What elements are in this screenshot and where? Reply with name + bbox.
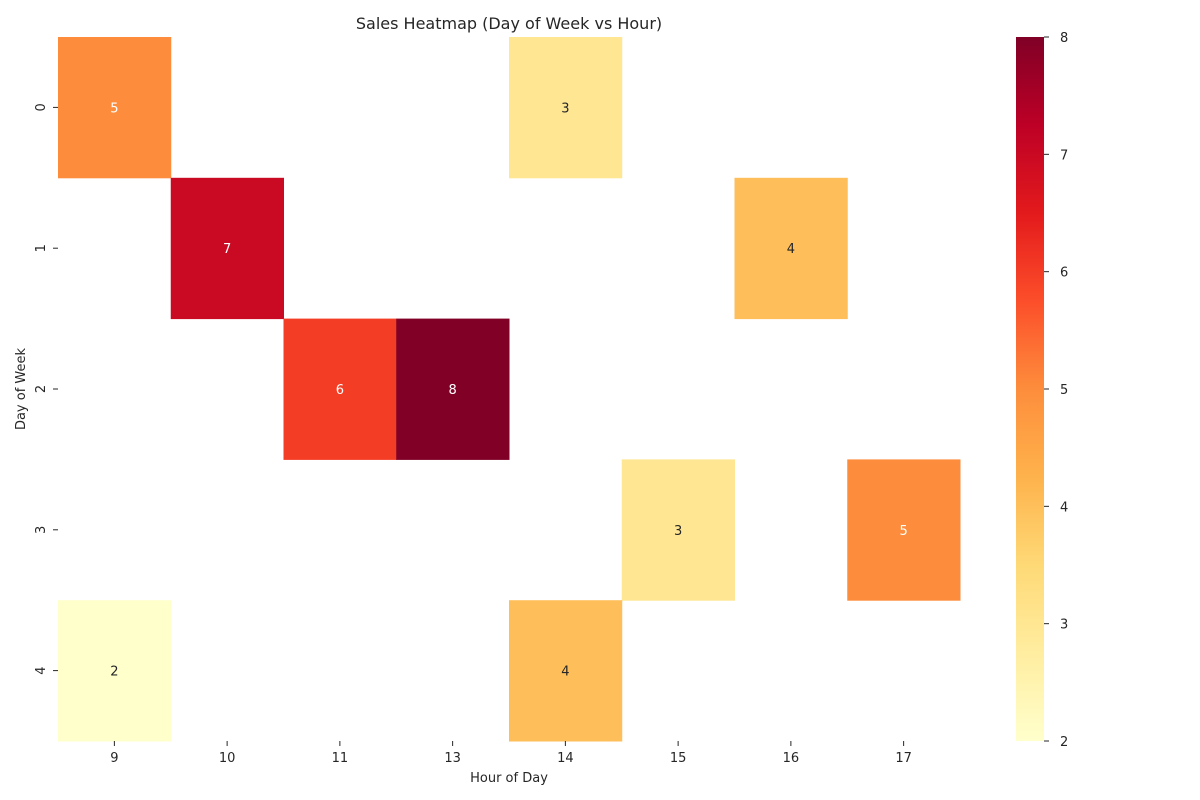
y-tick-label: 3 xyxy=(34,526,49,534)
colorbar-tick-label: 8 xyxy=(1060,31,1068,46)
heatmap-cell xyxy=(58,600,172,742)
x-tick-label: 13 xyxy=(444,751,461,766)
cell-value-label: 7 xyxy=(223,242,231,257)
x-axis: 9 10 11 13 14 15 16 17 xyxy=(110,741,912,766)
heatmap-cell xyxy=(509,37,623,179)
heatmap-cell xyxy=(170,177,284,320)
cell-value-label: 4 xyxy=(787,242,795,257)
heatmap-cell-labels: 5 3 7 4 6 8 3 5 2 4 xyxy=(110,101,908,679)
colorbar-gradient xyxy=(1016,37,1044,741)
x-tick-label: 14 xyxy=(557,751,574,766)
heatmap-cell xyxy=(283,318,397,460)
colorbar-tick-label: 7 xyxy=(1060,148,1068,163)
colorbar-tick-label: 2 xyxy=(1060,735,1068,750)
colorbar-tick-label: 4 xyxy=(1060,500,1068,515)
cell-value-label: 5 xyxy=(110,101,118,116)
cell-value-label: 5 xyxy=(899,524,907,539)
x-tick-label: 17 xyxy=(895,751,912,766)
x-tick-label: 11 xyxy=(332,751,349,766)
x-tick-label: 15 xyxy=(670,751,687,766)
y-tick-label: 2 xyxy=(34,385,49,393)
x-axis-label: Hour of Day xyxy=(470,771,548,786)
heatmap-cells xyxy=(58,37,961,742)
cell-value-label: 8 xyxy=(448,383,456,398)
cell-value-label: 3 xyxy=(561,101,569,116)
x-tick-label: 9 xyxy=(110,751,118,766)
cell-value-label: 3 xyxy=(674,524,682,539)
heatmap-cell xyxy=(734,177,848,320)
heatmap-cell xyxy=(509,600,623,742)
cell-value-label: 2 xyxy=(110,665,118,680)
heatmap-cell xyxy=(396,318,510,460)
cell-value-label: 6 xyxy=(336,383,344,398)
colorbar-tick-label: 5 xyxy=(1060,383,1068,398)
x-tick-label: 16 xyxy=(783,751,800,766)
colorbar-tick-label: 6 xyxy=(1060,266,1068,281)
heatmap-cell xyxy=(621,459,735,601)
y-axis: 0 1 2 3 4 xyxy=(34,103,58,675)
chart-title: Sales Heatmap (Day of Week vs Hour) xyxy=(356,14,662,33)
x-tick-label: 10 xyxy=(219,751,236,766)
y-tick-label: 1 xyxy=(34,244,49,252)
heatmap-cell xyxy=(847,459,961,601)
colorbar-tick-label: 3 xyxy=(1060,618,1068,633)
y-tick-label: 0 xyxy=(34,103,49,111)
y-tick-label: 4 xyxy=(34,666,49,674)
y-axis-label: Day of Week xyxy=(14,347,29,430)
cell-value-label: 4 xyxy=(561,665,569,680)
heatmap-cell xyxy=(58,37,172,179)
colorbar: 2 3 4 5 6 7 8 xyxy=(1016,31,1068,750)
